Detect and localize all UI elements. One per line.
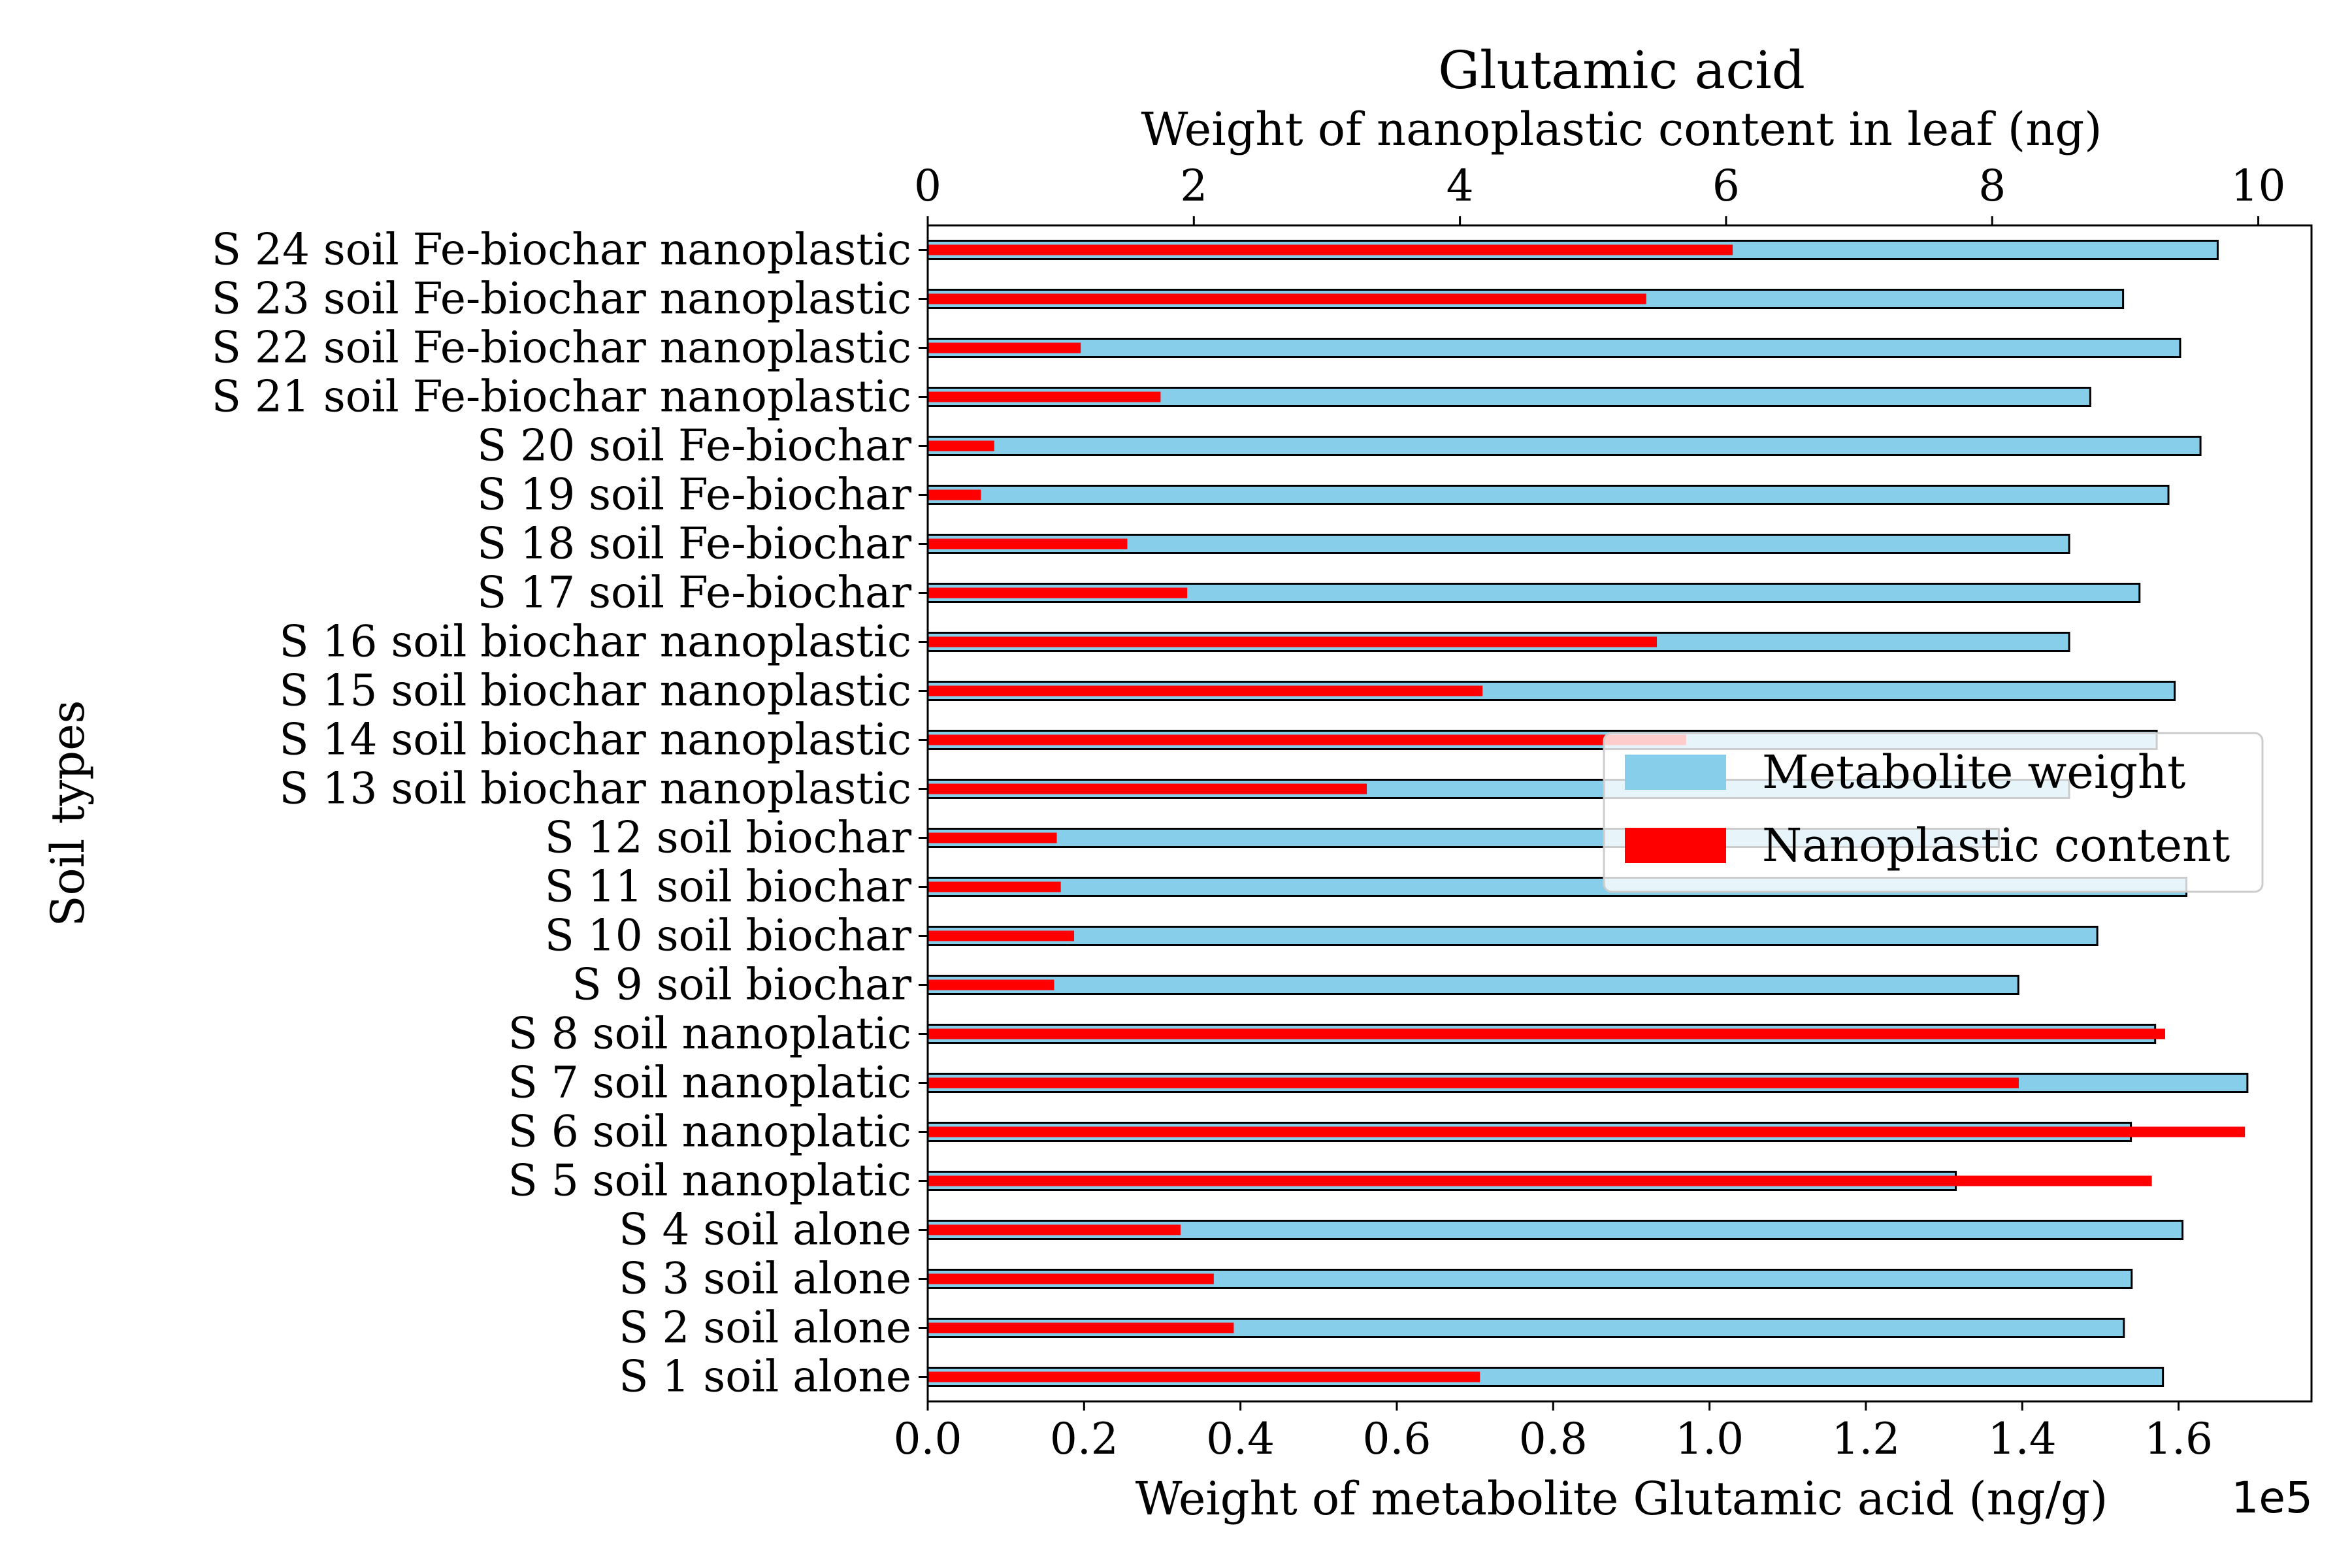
nanoplastic-bar — [928, 783, 1367, 794]
x-tick-label-bottom: 0.0 — [894, 1414, 962, 1464]
legend-swatch — [1625, 755, 1726, 790]
metabolite-bar — [926, 338, 2181, 358]
x-tick-label-bottom: 1.2 — [1831, 1414, 1900, 1464]
chart-title: Glutamic acid — [1438, 40, 1805, 101]
x-tick-label-bottom: 0.6 — [1362, 1414, 1431, 1464]
legend-box — [1603, 732, 2264, 893]
x-tick-label-bottom: 1.0 — [1675, 1414, 1744, 1464]
x-tick-label-top: 8 — [1978, 161, 2006, 211]
y-tick-label: S 8 soil nanoplatic — [508, 1009, 911, 1059]
legend: Metabolite weight Nanoplastic content — [1603, 732, 2264, 893]
nanoplastic-bar — [928, 734, 1686, 745]
y-tick-label: S 13 soil biochar nanoplastic — [279, 764, 911, 814]
y-tick-label: S 10 soil biochar — [545, 911, 912, 961]
nanoplastic-bar — [928, 979, 1054, 990]
x-tick-label-bottom: 1.4 — [1988, 1414, 2057, 1464]
x-tick-label-top: 4 — [1446, 161, 1474, 211]
nanoplastic-bar — [928, 1028, 2165, 1039]
metabolite-bar — [926, 926, 2099, 946]
y-tick-label: S 20 soil Fe-biochar — [477, 421, 911, 471]
nanoplastic-bar — [928, 1273, 1214, 1284]
x-tick-label-top: 0 — [914, 161, 941, 211]
y-tick-label: S 22 soil Fe-biochar nanoplastic — [212, 323, 911, 373]
plot-frame — [926, 224, 2313, 1403]
x-ticks-bottom: 0.0 0.2 0.4 0.6 0.8 1.0 1.2 1.4 1.6 — [894, 1401, 2213, 1464]
nanoplastic-bar — [928, 489, 981, 500]
x-axis-top-label: Weight of nanoplastic content in leaf (n… — [1141, 103, 2102, 156]
nanoplastic-bar — [928, 636, 1658, 647]
nanoplastic-bars — [928, 244, 2246, 1382]
nanoplastic-bar — [928, 293, 1646, 304]
nanoplastic-bar — [928, 244, 1733, 255]
nanoplastic-bar — [928, 587, 1188, 598]
x-tick-label-bottom: 0.2 — [1050, 1414, 1119, 1464]
y-tick-label: S 23 soil Fe-biochar nanoplastic — [212, 274, 911, 324]
y-tick-label: S 19 soil Fe-biochar — [477, 470, 911, 520]
nanoplastic-bar — [928, 391, 1161, 402]
y-axis-label: Soil types — [41, 700, 95, 927]
nanoplastic-bar — [928, 342, 1081, 353]
y-tick-label: S 7 soil nanoplatic — [508, 1058, 911, 1108]
x-tick-label-bottom: 0.8 — [1519, 1414, 1588, 1464]
metabolite-bar — [926, 436, 2202, 456]
legend-swatch — [1625, 828, 1726, 863]
nanoplastic-bar — [928, 1175, 2152, 1186]
y-tick-label: S 21 soil Fe-biochar nanoplastic — [212, 372, 911, 422]
metabolite-bar — [926, 975, 2019, 995]
nanoplastic-bar — [928, 1224, 1181, 1235]
x-axis-bottom-label: Weight of metabolite Glutamic acid (ng/g… — [1135, 1472, 2108, 1526]
x-ticks-top: 0 2 4 6 8 10 — [914, 161, 2286, 225]
y-tick-label: S 14 soil biochar nanoplastic — [279, 715, 911, 765]
y-tick-label: S 2 soil alone — [619, 1303, 911, 1353]
x-tick-label-bottom: 1.6 — [2144, 1414, 2213, 1464]
nanoplastic-bar — [928, 538, 1128, 549]
nanoplastic-bar — [928, 1077, 2019, 1088]
y-tick-label: S 3 soil alone — [619, 1254, 911, 1304]
y-tick-label: S 24 soil Fe-biochar nanoplastic — [212, 225, 911, 275]
y-tick-label: S 11 soil biochar — [545, 862, 912, 912]
y-tick-label: S 5 soil nanoplatic — [508, 1156, 911, 1206]
y-tick-label: S 4 soil alone — [619, 1205, 911, 1255]
nanoplastic-bar — [928, 1126, 2246, 1137]
legend-label: Nanoplastic content — [1762, 819, 2230, 872]
x-axis-offset-text: 1e5 — [2231, 1473, 2313, 1523]
legend-label: Metabolite weight — [1762, 745, 2185, 799]
x-tick-label-top: 6 — [1712, 161, 1740, 211]
x-tick-label-top: 2 — [1180, 161, 1207, 211]
y-tick-label: S 1 soil alone — [619, 1352, 911, 1402]
x-tick-label-bottom: 0.4 — [1206, 1414, 1275, 1464]
nanoplastic-bar — [928, 881, 1061, 892]
y-tick-label: S 15 soil biochar nanoplastic — [279, 666, 911, 716]
nanoplastic-bar — [928, 930, 1075, 941]
y-tick-label: S 18 soil Fe-biochar — [477, 519, 911, 569]
nanoplastic-bar — [928, 1322, 1234, 1333]
y-tick-label: S 17 soil Fe-biochar — [477, 568, 911, 618]
nanoplastic-bar — [928, 440, 994, 451]
nanoplastic-bar — [928, 832, 1057, 843]
nanoplastic-bar — [928, 685, 1483, 696]
nanoplastic-bar — [928, 1371, 1480, 1382]
y-tick-label: S 6 soil nanoplatic — [508, 1107, 911, 1157]
x-tick-label-top: 10 — [2231, 161, 2286, 211]
y-tick-label: S 12 soil biochar — [545, 813, 912, 863]
y-tick-label: S 9 soil biochar — [572, 960, 912, 1010]
y-tick-label: S 16 soil biochar nanoplastic — [279, 617, 911, 667]
metabolite-bar — [926, 485, 2170, 505]
